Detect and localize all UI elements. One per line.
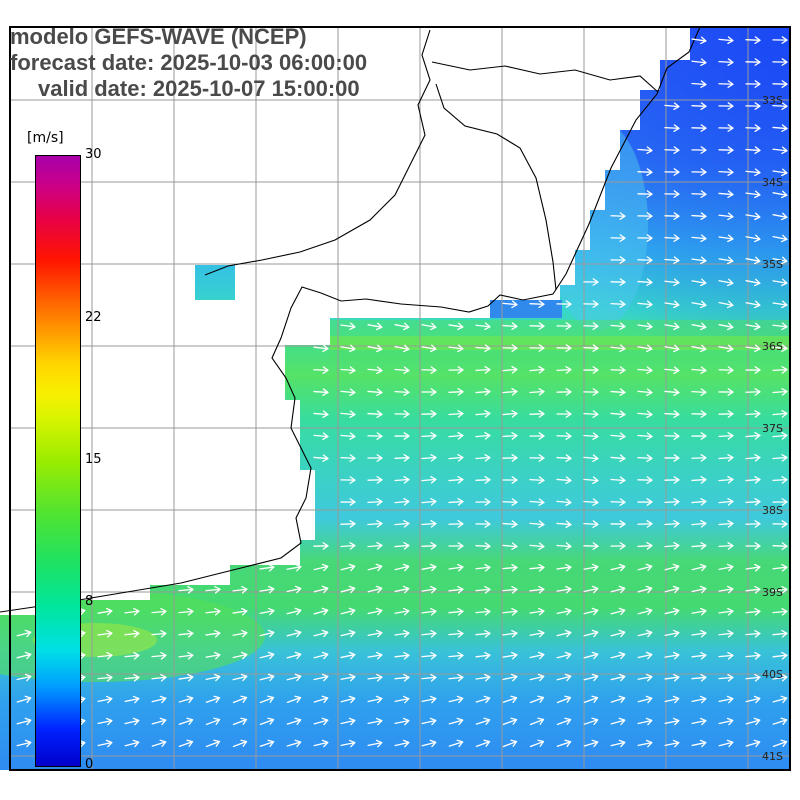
latitude-label: 34S [762, 176, 783, 189]
latitude-label: 35S [762, 258, 783, 271]
latitude-label: 40S [762, 668, 783, 681]
latitude-label: 36S [762, 340, 783, 353]
coastline [0, 26, 701, 613]
latitude-label: 39S [762, 586, 783, 599]
latitude-label: 41S [762, 750, 783, 763]
latitude-label: 37S [762, 422, 783, 435]
grid-lines [10, 27, 790, 770]
latitude-label: 38S [762, 504, 783, 517]
latitude-labels: 33S 34S 35S 36S 37S 38S 39S 40S 41S [762, 94, 783, 763]
latitude-label: 33S [762, 94, 783, 107]
map-frame [9, 26, 791, 771]
wave-direction-arrows [16, 36, 788, 748]
